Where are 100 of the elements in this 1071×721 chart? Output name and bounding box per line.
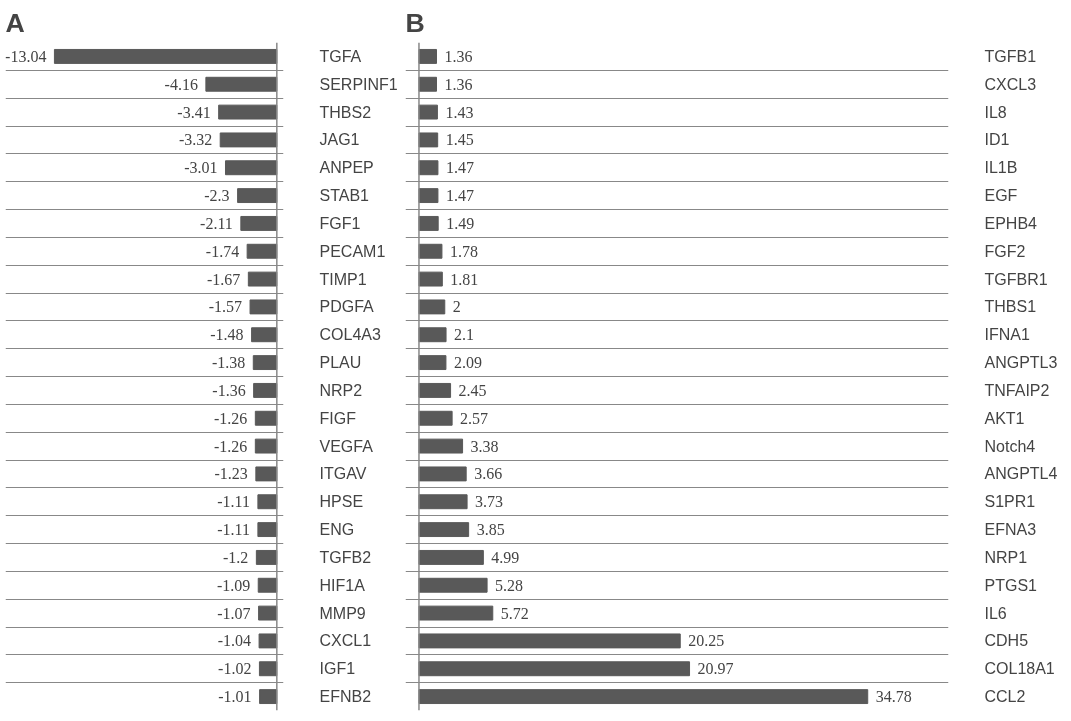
y-tick-label: EPHB4 (984, 214, 1038, 232)
data-label: 2.45 (458, 381, 487, 399)
data-label: 3.66 (474, 465, 503, 483)
y-tick-label: ANPEP (319, 159, 374, 177)
y-tick-label: MMP9 (319, 604, 366, 622)
bar (418, 466, 467, 482)
data-label: -2.11 (200, 214, 233, 232)
bar (418, 243, 443, 259)
data-label: -3.41 (177, 103, 211, 121)
data-label: -1.2 (223, 548, 249, 566)
data-label: 2 (452, 298, 461, 316)
data-label: -1.01 (218, 688, 252, 706)
bar (418, 299, 446, 315)
bar (418, 577, 488, 593)
data-label: -2.3 (204, 187, 230, 205)
data-label: -13.04 (5, 47, 47, 65)
data-label: -4.16 (164, 75, 198, 93)
y-tick-label: CXCL1 (319, 632, 372, 650)
y-tick-label: IFNA1 (984, 326, 1030, 344)
bar (418, 382, 452, 398)
y-tick-label: TGFA (319, 47, 362, 65)
y-tick-label: S1PR1 (984, 493, 1036, 511)
y-tick-label: IL8 (984, 103, 1007, 121)
data-label: 20.97 (697, 660, 734, 678)
y-tick-label: THBS1 (984, 298, 1037, 316)
data-label: 4.99 (491, 548, 520, 566)
y-tick-label: AKT1 (984, 409, 1025, 427)
chart-title: A (5, 7, 25, 38)
y-tick-label: TGFBR1 (984, 270, 1048, 288)
y-tick-label: ITGAV (319, 465, 367, 483)
chart-title: B (405, 7, 425, 38)
data-label: 1.36 (444, 75, 473, 93)
y-tick-label: CDH5 (984, 632, 1029, 650)
data-label: 2.09 (453, 354, 482, 372)
bar (418, 104, 438, 120)
y-tick-label: COL18A1 (984, 660, 1055, 678)
bar (418, 76, 438, 92)
data-label: -1.23 (214, 465, 248, 483)
bar (418, 215, 439, 231)
y-tick-label: CCL2 (984, 688, 1026, 706)
data-label: 3.85 (476, 521, 505, 539)
bar (418, 494, 468, 510)
y-tick-label: JAG1 (319, 131, 360, 149)
y-tick-label: HIF1A (319, 576, 366, 594)
y-tick-label: PLAU (319, 354, 362, 372)
y-tick-label: SERPINF1 (319, 75, 398, 93)
y-tick-label: FGF1 (319, 214, 361, 232)
data-label: -1.74 (205, 242, 240, 260)
y-tick-label: PTGS1 (984, 576, 1038, 594)
data-label: 1.45 (445, 131, 474, 149)
bar (418, 355, 447, 371)
y-tick-label: Notch4 (984, 437, 1036, 455)
bar (418, 633, 681, 649)
bar (418, 522, 470, 538)
y-tick-label: FGF2 (984, 242, 1026, 260)
bar (418, 438, 464, 454)
y-tick-label: IL6 (984, 604, 1007, 622)
y-tick-label: NRP2 (319, 381, 363, 399)
data-label: 1.49 (446, 214, 475, 232)
data-label: 5.72 (500, 604, 529, 622)
y-tick-label: FIGF (319, 409, 357, 427)
y-tick-label: TNFAIP2 (984, 381, 1050, 399)
data-label: -1.67 (207, 270, 241, 288)
data-label: 2.1 (454, 326, 475, 344)
data-label: -3.32 (178, 131, 213, 149)
bar (418, 188, 439, 204)
bar (418, 160, 439, 176)
y-tick-label: IGF1 (319, 660, 356, 678)
data-label: 1.81 (450, 270, 479, 288)
bar (418, 605, 494, 621)
y-tick-label: PECAM1 (319, 242, 386, 260)
y-tick-label: VEGFA (319, 437, 374, 455)
bar (418, 661, 691, 677)
data-label: 1.36 (444, 47, 473, 65)
y-tick-label: NRP1 (984, 548, 1028, 566)
data-label: 1.47 (445, 187, 474, 205)
y-tick-label: TIMP1 (319, 270, 367, 288)
y-tick-label: STAB1 (319, 187, 370, 205)
data-label: 5.28 (495, 576, 524, 594)
data-label: -1.07 (217, 604, 251, 622)
data-label: -1.02 (218, 660, 252, 678)
data-label: -3.01 (184, 159, 218, 177)
y-tick-label: TGFB2 (319, 548, 372, 566)
bar (418, 410, 453, 426)
data-label: 3.73 (475, 493, 504, 511)
y-tick-label: EFNB2 (319, 688, 372, 706)
y-tick-label: ID1 (984, 131, 1010, 149)
data-label: 3.38 (470, 437, 499, 455)
y-tick-label: ENG (319, 521, 355, 539)
bar (418, 689, 869, 705)
bar (418, 48, 438, 64)
y-tick-label: HPSE (319, 493, 364, 511)
data-label: -1.09 (216, 576, 251, 594)
data-label: -1.48 (210, 326, 244, 344)
data-label: 2.57 (460, 409, 489, 427)
data-label: -1.57 (208, 298, 243, 316)
bar (418, 327, 447, 343)
data-label: 1.78 (449, 242, 478, 260)
bar (418, 271, 443, 287)
y-tick-label: CXCL3 (984, 75, 1037, 93)
